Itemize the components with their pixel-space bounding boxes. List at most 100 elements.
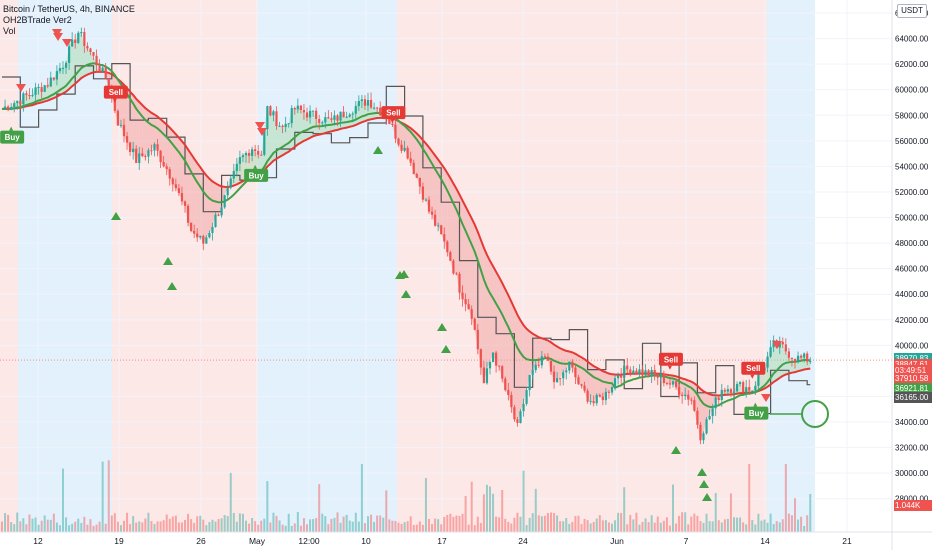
price-tick-label: 56000.00 xyxy=(895,137,929,146)
candle xyxy=(427,196,431,214)
volume-bar xyxy=(309,519,312,532)
candle xyxy=(653,364,656,381)
candle xyxy=(787,347,790,361)
volume-bar xyxy=(165,514,168,532)
candle xyxy=(415,172,418,179)
volume-bar xyxy=(559,521,562,532)
volume-bar xyxy=(367,516,369,532)
volume-bar xyxy=(141,522,144,532)
candle xyxy=(95,49,98,73)
sell-arrow xyxy=(53,33,63,41)
volume-bar xyxy=(321,513,324,532)
cloud-segment xyxy=(517,314,521,424)
cloud-segment xyxy=(807,361,811,370)
candle xyxy=(513,404,516,422)
volume-bar xyxy=(418,521,421,532)
volume-bar xyxy=(101,461,104,532)
candle xyxy=(10,103,13,111)
candle xyxy=(796,351,800,364)
volume-bar xyxy=(208,522,211,532)
buy-label: Buy xyxy=(749,409,765,418)
volume-bar xyxy=(1,521,3,532)
candle xyxy=(55,65,58,86)
candle xyxy=(717,396,720,406)
cloud-segment xyxy=(496,271,500,367)
candle xyxy=(790,357,794,367)
volume-bar xyxy=(681,512,684,532)
volume-bar xyxy=(781,519,784,532)
volume-indicator-name[interactable]: Vol xyxy=(3,26,16,36)
indicator-name[interactable]: OH2BTrade Ver2 xyxy=(3,15,72,25)
volume-bar xyxy=(339,522,342,532)
volume-bar xyxy=(135,522,138,532)
cloud-segment xyxy=(401,122,405,151)
candle xyxy=(232,163,235,184)
candle xyxy=(336,114,339,127)
candle xyxy=(470,305,473,326)
candle xyxy=(58,62,62,74)
volume-bar xyxy=(312,519,315,532)
candle xyxy=(687,390,690,406)
cloud-segment xyxy=(782,344,786,376)
cloud-segment xyxy=(282,123,286,156)
volume-bar xyxy=(104,523,107,532)
volume-bar xyxy=(25,524,28,532)
volume-bar xyxy=(400,523,403,532)
volume-bar xyxy=(504,518,507,532)
volume-bar xyxy=(790,515,793,532)
volume-bar xyxy=(205,525,208,532)
candle xyxy=(125,131,129,150)
candle xyxy=(504,376,507,392)
candle xyxy=(315,107,318,126)
cloud-segment xyxy=(194,158,198,238)
volume-bar xyxy=(659,522,662,532)
time-tick-label: 17 xyxy=(437,536,447,546)
volume-bar xyxy=(86,524,89,532)
volume-bar xyxy=(632,519,635,532)
candle xyxy=(290,105,293,128)
candle xyxy=(183,200,187,213)
candle xyxy=(485,361,489,385)
candle xyxy=(159,149,162,168)
sell-label: Sell xyxy=(109,88,123,97)
zone-bg xyxy=(397,0,767,532)
volume-bar xyxy=(153,523,156,532)
volume-bar xyxy=(699,521,702,532)
volume-bar xyxy=(522,470,525,532)
volume-bar xyxy=(168,518,171,532)
candle xyxy=(223,194,226,209)
volume-bar xyxy=(351,521,354,532)
candle xyxy=(739,381,742,387)
candle xyxy=(540,350,543,369)
volume-bar xyxy=(778,522,781,532)
candle xyxy=(251,146,254,162)
candle xyxy=(809,357,812,365)
volume-bar xyxy=(806,515,809,532)
candle xyxy=(360,94,363,109)
candle xyxy=(77,31,80,45)
volume-bar xyxy=(726,518,729,532)
volume-bar xyxy=(565,518,568,532)
cloud-segment xyxy=(563,349,567,373)
symbol-title[interactable]: Bitcoin / TetherUS, 4h, BINANCE xyxy=(3,4,135,14)
cloud-segment xyxy=(145,108,149,157)
candle xyxy=(601,392,604,406)
candle xyxy=(266,105,269,136)
price-tick-label: 58000.00 xyxy=(895,111,929,120)
volume-bar xyxy=(748,463,751,532)
sell-arrow xyxy=(761,394,771,402)
volume-bar xyxy=(171,516,174,532)
candle xyxy=(705,417,708,435)
currency-button[interactable]: USDT xyxy=(897,4,927,18)
cloud-segment xyxy=(566,350,570,371)
candle xyxy=(488,360,492,375)
candle xyxy=(379,101,382,117)
candle xyxy=(562,369,565,386)
volume-bar xyxy=(717,520,720,532)
candle xyxy=(617,372,620,385)
candle xyxy=(534,359,537,373)
candle xyxy=(720,383,723,407)
buy-signal: Buy xyxy=(244,164,269,182)
